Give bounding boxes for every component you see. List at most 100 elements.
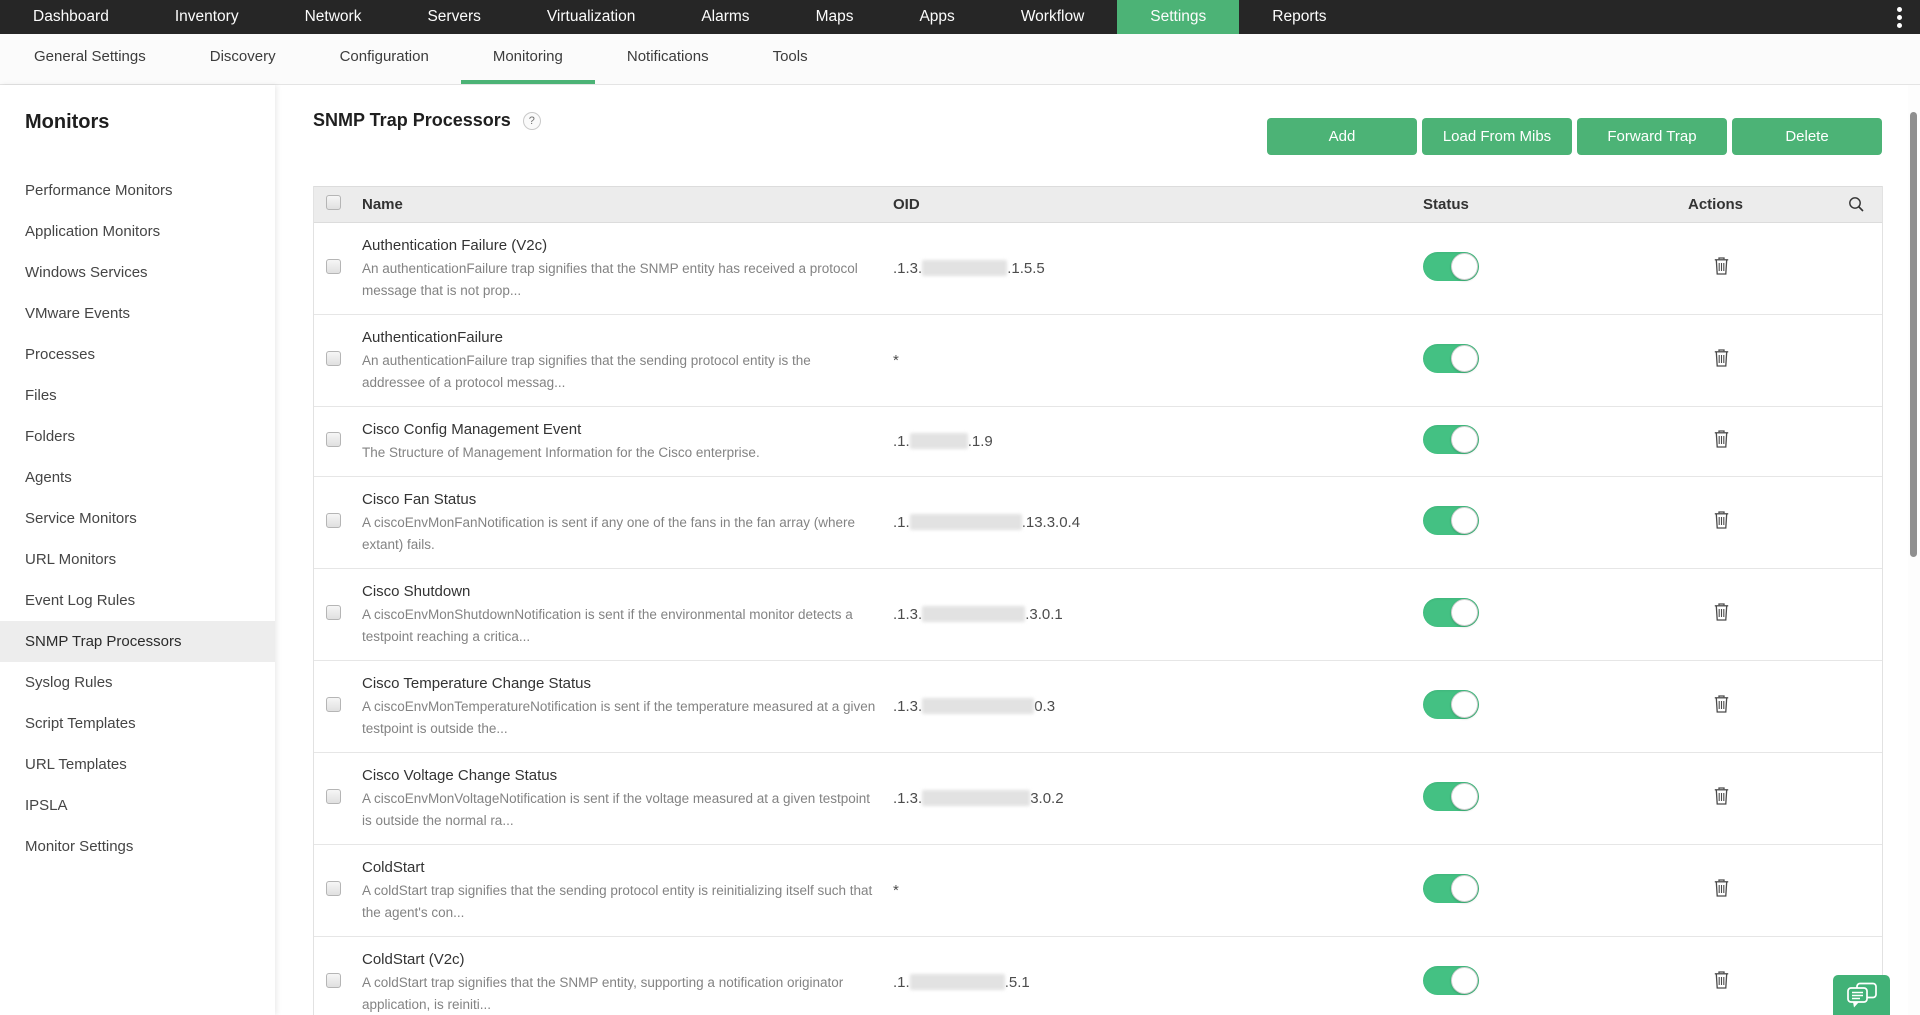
sidebar-item-ipsla[interactable]: IPSLA (25, 797, 68, 814)
oid-text: .5.1 (1004, 974, 1030, 991)
status-toggle[interactable] (1423, 689, 1479, 719)
toggle-knob (1451, 598, 1478, 626)
status-cell (1423, 781, 1688, 816)
sidebar-item-url-templates[interactable]: URL Templates (25, 756, 127, 773)
topnav-item-inventory[interactable]: Inventory (174, 8, 239, 25)
sidebar-item-application-monitors[interactable]: Application Monitors (25, 223, 161, 240)
select-all-checkbox[interactable] (326, 195, 341, 210)
row-checkbox[interactable] (326, 788, 341, 804)
forward-trap-button[interactable]: Forward Trap (1577, 118, 1727, 155)
trap-name: ColdStart (362, 859, 425, 876)
sidebar-item-snmp-trap-processors[interactable]: SNMP Trap Processors (0, 621, 275, 662)
trap-description: A ciscoEnvMonFanNotification is sent if … (362, 515, 856, 552)
row-name-cell: Cisco Config Management Event The Struct… (362, 419, 893, 464)
status-cell (1423, 505, 1688, 540)
row-checkbox[interactable] (326, 431, 341, 447)
scrollbar-thumb[interactable] (1910, 112, 1917, 557)
row-name-cell: ColdStart (V2c) A coldStart trap signifi… (362, 949, 893, 1015)
topnav-item-dashboard[interactable]: Dashboard (33, 8, 109, 25)
sidebar-item-event-log-rules[interactable]: Event Log Rules (25, 592, 136, 609)
sidebar-item-syslog-rules[interactable]: Syslog Rules (25, 674, 113, 691)
trash-icon[interactable] (1714, 879, 1729, 902)
chat-icon[interactable] (1833, 975, 1890, 1015)
actions-cell (1688, 971, 1848, 994)
help-icon[interactable]: ? (522, 111, 541, 130)
add-button[interactable]: Add (1267, 118, 1417, 155)
trash-icon[interactable] (1714, 511, 1729, 534)
sidebar-item-service-monitors[interactable]: Service Monitors (25, 510, 137, 527)
topnav-item-virtualization[interactable]: Virtualization (546, 8, 636, 25)
topnav-item-settings[interactable]: Settings (1117, 0, 1240, 34)
oid-value: * (893, 352, 1423, 369)
oid-text: .1. (893, 433, 910, 450)
subnav-tab-discovery[interactable]: Discovery (209, 48, 276, 65)
subnav-tab-general-settings[interactable]: General Settings (34, 48, 146, 65)
row-checkbox[interactable] (326, 512, 341, 528)
oid-text: .1. (893, 514, 910, 531)
oid-value: .1. .1.9 (893, 433, 1423, 450)
load-from-mibs-button[interactable]: Load From Mibs (1422, 118, 1572, 155)
topnav-item-maps[interactable]: Maps (815, 8, 854, 25)
redacted-oid-segment (922, 606, 1026, 622)
search-icon[interactable] (1848, 196, 1882, 217)
row-name-cell: Cisco Temperature Change Status A ciscoE… (362, 673, 893, 740)
sidebar-item-folders[interactable]: Folders (25, 428, 76, 445)
status-toggle[interactable] (1423, 424, 1479, 454)
delete-button[interactable]: Delete (1732, 118, 1882, 155)
topnav-item-apps[interactable]: Apps (919, 8, 955, 25)
trash-icon[interactable] (1714, 430, 1729, 453)
sidebar-item-windows-services[interactable]: Windows Services (25, 264, 148, 281)
status-toggle[interactable] (1423, 251, 1479, 281)
row-checkbox[interactable] (326, 604, 341, 620)
row-checkbox[interactable] (326, 880, 341, 896)
trap-name: ColdStart (V2c) (362, 951, 465, 968)
topnav-item-network[interactable]: Network (304, 8, 362, 25)
oid-value: .1. .13.3.0.4 (893, 514, 1423, 531)
topnav-item-reports[interactable]: Reports (1272, 8, 1327, 25)
status-toggle[interactable] (1423, 343, 1479, 373)
topnav-item-servers[interactable]: Servers (427, 8, 481, 25)
trap-description: A ciscoEnvMonVoltageNotification is sent… (362, 791, 871, 828)
sidebar-item-monitor-settings[interactable]: Monitor Settings (25, 838, 134, 855)
subnav-tab-tools[interactable]: Tools (772, 48, 808, 65)
sidebar-item-files[interactable]: Files (25, 387, 57, 404)
oid-text: .13.3.0.4 (1021, 514, 1081, 531)
topnav-item-alarms[interactable]: Alarms (701, 8, 750, 25)
topnav-item-workflow[interactable]: Workflow (1020, 8, 1085, 25)
row-checkbox[interactable] (326, 258, 341, 274)
kebab-dot (1896, 6, 1902, 12)
trash-icon[interactable] (1714, 695, 1729, 718)
status-toggle[interactable] (1423, 597, 1479, 627)
actions-cell (1688, 257, 1848, 280)
topnav-items: Dashboard Inventory Network Servers Virtuali… (0, 0, 1878, 34)
kebab-menu-icon[interactable] (1878, 0, 1920, 34)
status-toggle[interactable] (1423, 781, 1479, 811)
trash-icon[interactable] (1714, 787, 1729, 810)
row-checkbox[interactable] (326, 350, 341, 366)
row-checkbox[interactable] (326, 972, 341, 988)
subnav-tab-configuration[interactable]: Configuration (339, 48, 429, 65)
trash-icon[interactable] (1714, 971, 1729, 994)
subnav-tab-monitoring[interactable]: Monitoring (460, 34, 595, 84)
status-toggle[interactable] (1423, 505, 1479, 535)
sidebar-item-url-monitors[interactable]: URL Monitors (25, 551, 117, 568)
trap-description: A coldStart trap signifies that the send… (362, 883, 873, 920)
row-checkbox[interactable] (326, 696, 341, 712)
trash-icon[interactable] (1714, 349, 1729, 372)
status-toggle[interactable] (1423, 965, 1479, 995)
trash-icon[interactable] (1714, 257, 1729, 280)
trash-icon[interactable] (1714, 603, 1729, 626)
sidebar-item-agents[interactable]: Agents (25, 469, 72, 486)
subnav-tab-notifications[interactable]: Notifications (626, 48, 709, 65)
status-toggle[interactable] (1423, 873, 1479, 903)
status-cell (1423, 424, 1688, 459)
sidebar-item-processes[interactable]: Processes (25, 346, 96, 363)
sidebar-item-performance-monitors[interactable]: Performance Monitors (25, 182, 173, 199)
oid-text: .1.5.5 (1007, 260, 1045, 277)
sidebar-item-script-templates[interactable]: Script Templates (25, 715, 136, 732)
sidebar-item-vmware-events[interactable]: VMware Events (25, 305, 131, 322)
oid-text: * (893, 882, 899, 899)
trap-name: Authentication Failure (V2c) (362, 237, 548, 254)
row-name-cell: Authentication Failure (V2c) An authenti… (362, 235, 893, 302)
row-name-cell: Cisco Voltage Change Status A ciscoEnvMo… (362, 765, 893, 832)
